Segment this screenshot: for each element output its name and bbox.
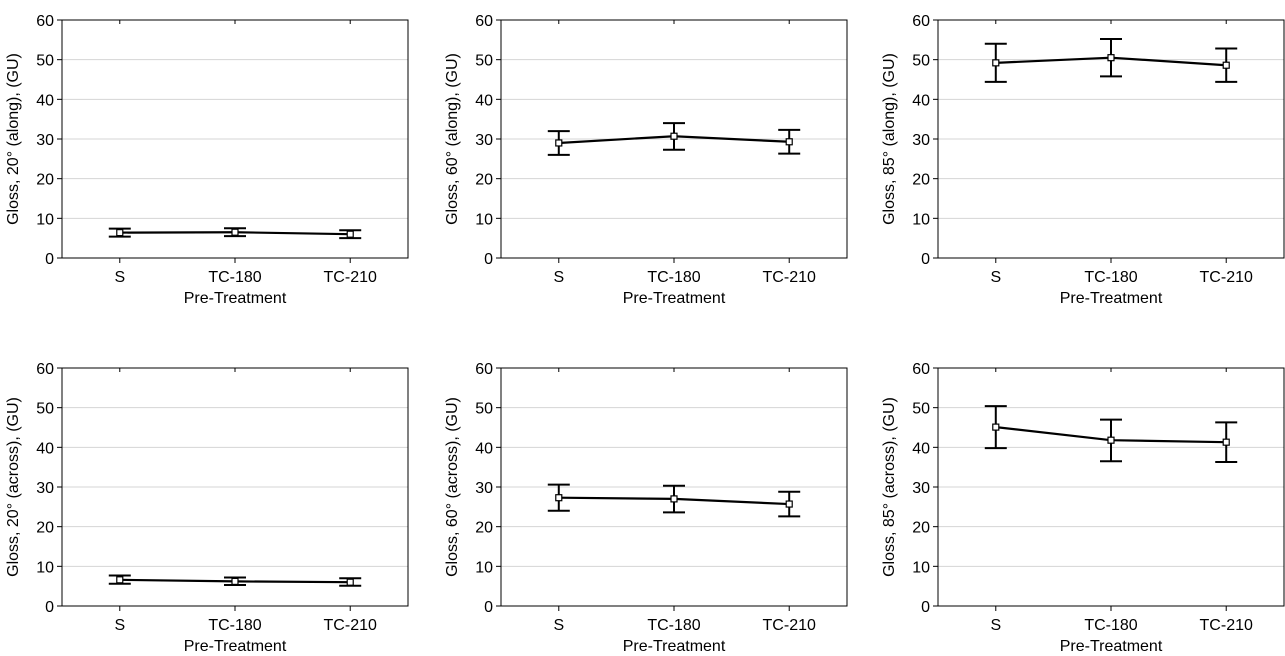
y-tick-label: 60 <box>475 13 493 30</box>
data-point <box>670 495 678 503</box>
y-tick-label: 20 <box>36 520 54 537</box>
y-tick-label: 50 <box>912 401 930 418</box>
y-tick-label: 30 <box>912 480 930 497</box>
y-tick-label: 30 <box>475 132 493 149</box>
y-axis-title: Gloss, 20° (across), (GU) <box>5 397 22 577</box>
data-point <box>1222 61 1230 69</box>
x-axis-title: Pre-Treatment <box>1060 290 1163 307</box>
y-tick-label: 0 <box>921 599 930 616</box>
data-point <box>116 576 124 584</box>
y-axis-title: Gloss, 60° (across), (GU) <box>444 397 461 577</box>
y-tick-label: 60 <box>912 361 930 378</box>
chart-panel-5: 0 10 20 30 40 50 60 S TC-180 TC-210 Pre-Treatment G… <box>444 361 848 655</box>
x-tick-label: S <box>990 269 1001 286</box>
chart-panel-6: 0 10 20 30 40 50 60 S TC-180 TC-210 Pre-Treatment G… <box>881 361 1285 655</box>
y-tick-label: 40 <box>475 92 493 109</box>
data-point <box>346 230 354 238</box>
x-tick-label: S <box>990 617 1001 634</box>
y-tick-label: 0 <box>484 251 493 268</box>
x-tick-label: TC-180 <box>208 617 261 634</box>
x-tick-label: TC-180 <box>208 269 261 286</box>
data-point <box>785 500 793 508</box>
y-tick-label: 40 <box>912 440 930 457</box>
x-tick-label: TC-210 <box>324 617 377 634</box>
data-point <box>346 578 354 586</box>
data-point <box>1107 436 1115 444</box>
data-point <box>555 139 563 147</box>
y-tick-label: 50 <box>36 401 54 418</box>
chart-panel-1: 0 10 20 30 40 50 60 S TC-180 TC-210 Pre-Treatment G… <box>5 13 409 307</box>
x-axis-title: Pre-Treatment <box>184 638 287 655</box>
x-axis-title: Pre-Treatment <box>623 638 726 655</box>
y-tick-label: 30 <box>912 132 930 149</box>
chart-panel-3: 0 10 20 30 40 50 60 S TC-180 TC-210 Pre-Treatment G… <box>881 13 1285 307</box>
y-tick-label: 30 <box>475 480 493 497</box>
y-tick-label: 10 <box>912 559 930 576</box>
y-tick-label: 30 <box>36 132 54 149</box>
x-tick-label: S <box>114 269 125 286</box>
y-tick-label: 20 <box>475 520 493 537</box>
y-tick-label: 0 <box>921 251 930 268</box>
y-tick-label: 10 <box>475 559 493 576</box>
data-point <box>555 494 563 502</box>
x-tick-label: TC-210 <box>1200 269 1253 286</box>
data-point <box>116 229 124 237</box>
x-tick-label: S <box>553 269 564 286</box>
y-tick-label: 60 <box>912 13 930 30</box>
y-tick-label: 0 <box>45 599 54 616</box>
y-tick-label: 10 <box>36 211 54 228</box>
y-tick-label: 10 <box>36 559 54 576</box>
y-tick-label: 60 <box>36 13 54 30</box>
y-axis-title: Gloss, 85° (across), (GU) <box>881 397 898 577</box>
y-tick-label: 50 <box>475 401 493 418</box>
y-tick-label: 60 <box>36 361 54 378</box>
x-tick-label: TC-210 <box>324 269 377 286</box>
x-tick-label: TC-180 <box>1084 269 1137 286</box>
chart-panel-4: 0 10 20 30 40 50 60 S TC-180 TC-210 Pre-Treatment G… <box>5 361 409 655</box>
x-axis-title: Pre-Treatment <box>184 290 287 307</box>
data-point <box>992 423 1000 431</box>
y-tick-label: 40 <box>475 440 493 457</box>
x-axis-title: Pre-Treatment <box>1060 638 1163 655</box>
data-point <box>670 132 678 140</box>
y-tick-label: 20 <box>912 520 930 537</box>
data-point <box>1107 54 1115 62</box>
x-tick-label: S <box>114 617 125 634</box>
y-tick-label: 60 <box>475 361 493 378</box>
y-tick-label: 10 <box>475 211 493 228</box>
x-axis-title: Pre-Treatment <box>623 290 726 307</box>
data-point <box>231 577 239 586</box>
y-tick-label: 0 <box>484 599 493 616</box>
y-axis-title: Gloss, 20° (along), (GU) <box>5 53 22 225</box>
x-tick-label: TC-180 <box>647 617 700 634</box>
x-tick-label: TC-180 <box>1084 617 1137 634</box>
y-axis-title: Gloss, 85° (along), (GU) <box>881 53 898 225</box>
y-tick-label: 30 <box>36 480 54 497</box>
y-tick-label: 40 <box>36 92 54 109</box>
data-point <box>992 59 1000 67</box>
chart-panel-2: 0 10 20 30 40 50 60 S TC-180 TC-210 Pre-Treatment G… <box>444 13 848 307</box>
y-tick-label: 50 <box>475 53 493 70</box>
data-point <box>1222 438 1230 446</box>
y-tick-label: 20 <box>475 172 493 189</box>
x-tick-label: TC-210 <box>763 617 816 634</box>
x-tick-label: TC-180 <box>647 269 700 286</box>
y-tick-label: 40 <box>912 92 930 109</box>
data-point <box>785 138 793 146</box>
y-tick-label: 40 <box>36 440 54 457</box>
y-tick-label: 10 <box>912 211 930 228</box>
y-axis-title: Gloss, 60° (along), (GU) <box>444 53 461 225</box>
x-tick-label: S <box>553 617 564 634</box>
data-point <box>231 228 239 236</box>
y-tick-label: 20 <box>912 172 930 189</box>
x-tick-label: TC-210 <box>1200 617 1253 634</box>
y-tick-label: 50 <box>36 53 54 70</box>
y-tick-label: 0 <box>45 251 54 268</box>
x-tick-label: TC-210 <box>763 269 816 286</box>
y-tick-label: 50 <box>912 53 930 70</box>
y-tick-label: 20 <box>36 172 54 189</box>
